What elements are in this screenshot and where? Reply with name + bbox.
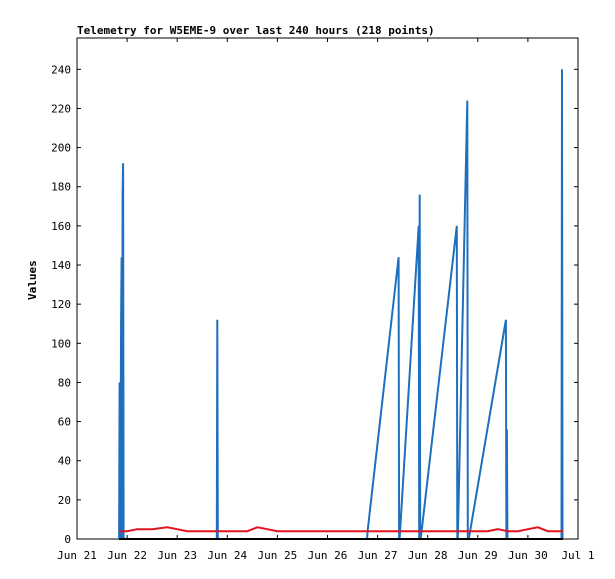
y-tick-label: 0 <box>64 533 71 546</box>
y-tick-label: 80 <box>58 376 71 389</box>
y-tick-label: 100 <box>51 337 71 350</box>
y-tick-label: 160 <box>51 220 71 233</box>
y-tick-label: 180 <box>51 181 71 194</box>
y-tick-label: 220 <box>51 102 71 115</box>
x-tick-label: Jun 21 <box>57 549 97 562</box>
y-tick-label: 200 <box>51 142 71 155</box>
plot-frame <box>76 37 579 540</box>
y-tick-label: 140 <box>51 259 71 272</box>
y-tick-label: 120 <box>51 298 71 311</box>
y-tick-label: 20 <box>58 494 71 507</box>
x-tick-label: Jun 22 <box>107 549 147 562</box>
x-tick-label: Jun 25 <box>258 549 298 562</box>
x-tick-label: Jun 28 <box>408 549 448 562</box>
y-tick-label: 40 <box>58 455 71 468</box>
y-tick-label: 240 <box>51 63 71 76</box>
x-tick-label: Jun 26 <box>308 549 348 562</box>
chart-title: Telemetry for W5EME-9 over last 240 hour… <box>77 24 435 37</box>
series-line-1 <box>119 526 563 533</box>
x-tick-label: Jun 27 <box>358 549 398 562</box>
x-tick-label: Jul 1 <box>561 549 594 562</box>
x-tick-label: Jun 24 <box>207 549 247 562</box>
x-tick-label: Jun 30 <box>508 549 548 562</box>
series-line-0 <box>118 69 564 540</box>
y-tick-label: 60 <box>58 416 71 429</box>
x-tick-label: Jun 29 <box>458 549 498 562</box>
x-tick-label: Jun 23 <box>157 549 197 562</box>
